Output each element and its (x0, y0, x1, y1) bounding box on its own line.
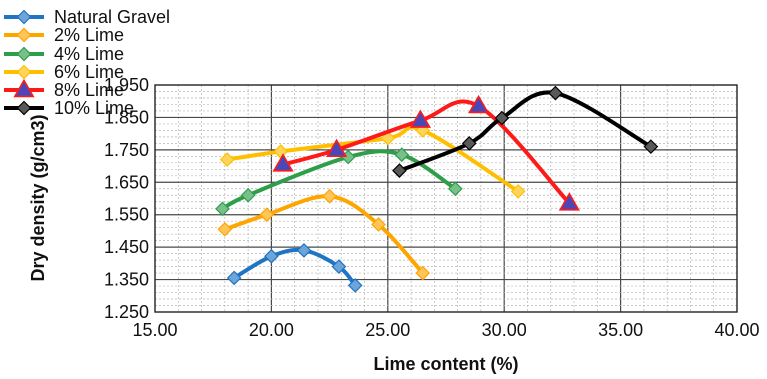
legend-item-2-lime: 2% Lime (4, 25, 124, 45)
data-point-8-lime (326, 138, 348, 158)
legend-item-natural-gravel: Natural Gravel (4, 7, 170, 27)
data-point-4-lime (215, 201, 230, 217)
data-point-6-lime (510, 184, 526, 199)
x-tick-label: 25.00 (365, 320, 410, 340)
data-point-8-lime (272, 153, 294, 172)
legend-item-10-lime: 10% Lime (4, 98, 134, 118)
x-tick-label: 35.00 (598, 320, 643, 340)
legend-item-4-lime: 4% Lime (4, 44, 124, 64)
data-point-natural-gravel (296, 243, 312, 258)
legend-item-8-lime: 8% Lime (4, 78, 124, 100)
series-natural-gravel (226, 243, 363, 293)
x-tick-label: 20.00 (249, 320, 294, 340)
series-8-lime (272, 94, 580, 211)
data-point-6-lime (219, 152, 235, 167)
data-point-10-lime (461, 136, 477, 151)
y-tick-label: 1.550 (104, 205, 149, 225)
y-axis-title: Dry density (g/cm3) (28, 114, 48, 281)
data-point-10-lime (548, 85, 563, 101)
plot-frame (154, 84, 738, 313)
x-tick-label: 15.00 (132, 320, 177, 340)
data-point-10-lime (494, 110, 510, 126)
legend-swatch-marker (16, 100, 32, 116)
y-tick-label: 1.650 (104, 172, 149, 192)
x-tick-labels: 15.00 20.00 25.00 30.00 35.00 40.00 (132, 320, 759, 340)
data-point-2-lime (322, 188, 337, 204)
data-point-natural-gravel (226, 270, 242, 286)
y-tick-label: 1.950 (104, 75, 149, 95)
y-tick-label: 1.450 (104, 237, 149, 257)
legend-label: 8% Lime (54, 80, 124, 100)
data-point-10-lime (392, 163, 407, 178)
data-point-8-lime (409, 109, 431, 128)
x-tick-label: 40.00 (714, 320, 759, 340)
legend-label: 2% Lime (54, 25, 124, 45)
x-axis-title: Lime content (%) (373, 354, 518, 374)
data-point-8-lime (558, 192, 580, 211)
data-point-natural-gravel (331, 259, 347, 274)
grid (155, 85, 737, 312)
y-tick-label: 1.750 (104, 140, 149, 160)
series-layer (215, 85, 659, 293)
data-point-2-lime (217, 221, 233, 237)
legend-label: Natural Gravel (54, 7, 170, 27)
legend-item-6-lime: 6% Lime (4, 62, 124, 82)
data-point-natural-gravel (264, 248, 279, 264)
data-point-8-lime (468, 94, 490, 114)
legend-swatch-marker (16, 27, 32, 43)
data-point-2-lime (259, 207, 275, 223)
y-tick-label: 1.850 (104, 107, 149, 127)
legend-label: 4% Lime (54, 44, 124, 64)
y-tick-label: 1.350 (104, 270, 149, 290)
data-point-natural-gravel (347, 278, 363, 293)
y-tick-label: 1.250 (104, 302, 149, 322)
data-point-10-lime (643, 139, 659, 154)
data-point-4-lime (394, 147, 410, 163)
legend-swatch-marker (16, 9, 32, 25)
data-point-2-lime (415, 265, 431, 281)
legend-label: 6% Lime (54, 62, 124, 82)
legend-label: 10% Lime (54, 98, 134, 118)
legend-swatch-marker (16, 64, 32, 80)
series-10-lime (392, 85, 659, 178)
series-2-lime (217, 188, 431, 281)
legend-swatch-marker (13, 78, 35, 98)
data-point-2-lime (371, 217, 386, 232)
x-tick-label: 30.00 (482, 320, 527, 340)
data-point-4-lime (240, 187, 256, 203)
y-tick-labels: 1.250 1.350 1.450 1.550 1.650 1.750 1.850 1.950 (104, 75, 149, 322)
legend-swatch-marker (16, 46, 32, 62)
data-point-4-lime (447, 181, 463, 197)
